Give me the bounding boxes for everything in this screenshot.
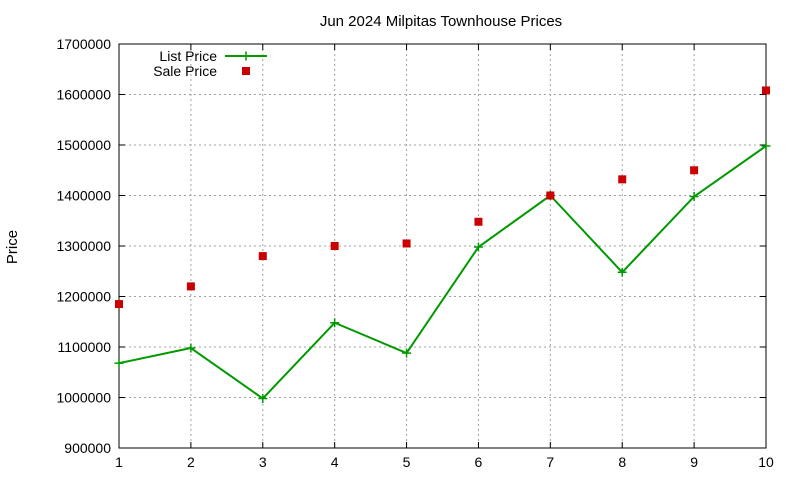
x-tick-label: 4 [331,454,339,470]
x-tick-label: 5 [403,454,411,470]
legend-marker [242,67,250,75]
series-line [118,145,767,400]
legend-label: List Price [159,48,217,64]
data-point [114,358,124,368]
x-tick-label: 1 [115,454,123,470]
data-point [546,191,555,200]
data-point [330,318,340,328]
data-point [689,192,699,202]
plot-border [118,43,767,449]
data-point [762,86,770,95]
y-tick-label: 1100000 [58,339,112,355]
data-point [402,239,411,248]
x-tick-label: 8 [618,454,626,470]
data-point [115,300,123,309]
legend-marker [241,51,251,61]
data-point [330,242,339,250]
legend-label: Sale Price [153,63,217,79]
y-tick-label: 900000 [64,440,111,456]
x-tick-label: 6 [475,454,483,470]
data-point [761,141,771,151]
data-point [690,166,699,175]
series-1 [115,86,770,309]
y-tick-label: 1200000 [56,289,111,305]
data-point [186,282,195,291]
y-axis: 900000 1000000 1100000 1200000 1300000 140000… [56,36,766,456]
x-tick-label: 9 [690,454,698,470]
y-tick-label: 1300000 [56,238,111,254]
data-point [258,252,267,261]
data-point [618,175,627,184]
plot-frame [118,43,767,449]
data-point [258,394,268,404]
data-point [474,217,483,226]
data-point [186,343,196,353]
y-tick-label: 1500000 [56,137,111,153]
y-tick-label: 1400000 [56,188,111,204]
x-tick-label: 2 [187,454,195,470]
x-tick-label: 10 [758,454,774,470]
series-0 [114,141,771,404]
data-point [402,348,412,358]
data-point [617,267,627,277]
y-tick-label: 1700000 [56,36,111,52]
grid-lines [119,44,766,448]
series-layer [114,86,771,404]
data-point [473,242,483,252]
chart-title: Jun 2024 Milpitas Townhouse Prices [320,13,562,30]
y-tick-label: 1000000 [56,390,111,406]
x-tick-label: 3 [259,454,267,470]
x-axis: 1 2 3 4 5 6 7 8 9 10 [115,44,774,470]
y-axis-label: Price [4,230,21,264]
y-tick-label: 1600000 [56,87,111,103]
x-tick-label: 7 [546,454,554,470]
